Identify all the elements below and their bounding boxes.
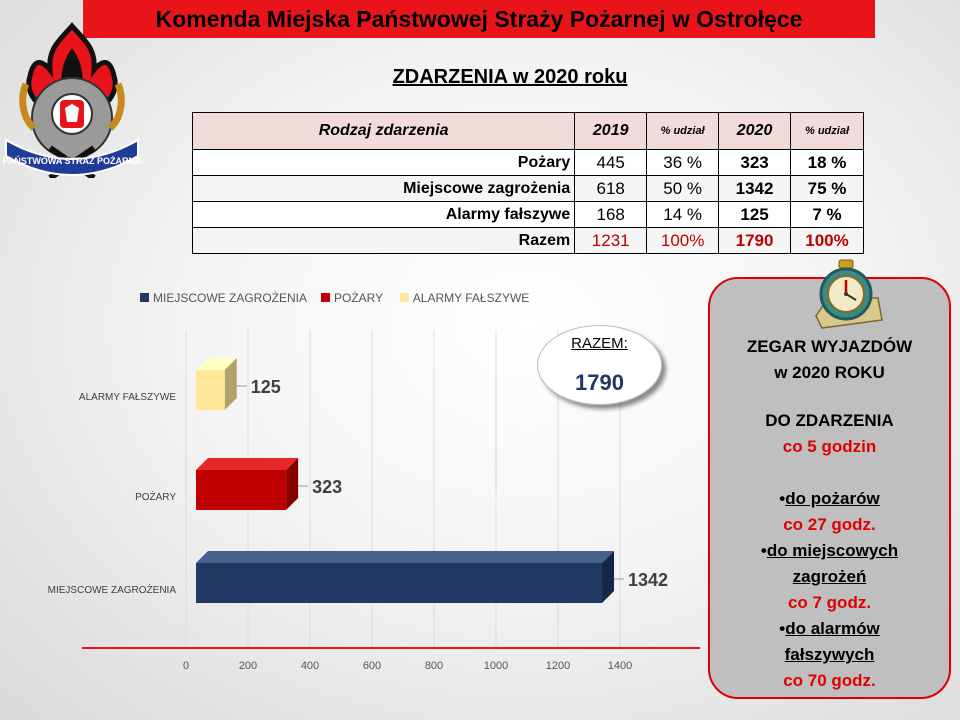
- fire-service-emblem-icon: PAŃSTWOWA STRAŻ POŻARNA: [3, 22, 142, 178]
- panel-line: do alarmów: [785, 619, 880, 638]
- row-share-2019: 50 %: [646, 175, 720, 202]
- events-table: Rodzaj zdarzenia 2019 % udział 2020 % ud…: [191, 112, 864, 254]
- header-share-2020: % udział: [790, 112, 864, 150]
- panel-subtitle: w 2020 ROKU: [774, 363, 885, 382]
- panel-line: do miejscowych: [766, 541, 899, 560]
- row-2020: 125: [718, 201, 792, 228]
- panel-bullet: •do alarmów: [779, 619, 880, 638]
- tick-label: 600: [363, 660, 381, 672]
- legend-swatch: [321, 293, 330, 302]
- bar: [196, 370, 225, 410]
- legend-swatch: [140, 293, 149, 302]
- row-share-2020: 75 %: [790, 175, 864, 202]
- row-share-2019: 100%: [646, 227, 720, 254]
- table-header-row: Rodzaj zdarzenia 2019 % udział 2020 % ud…: [191, 112, 864, 150]
- data-label: 125: [251, 377, 281, 397]
- row-label: Pożary: [191, 149, 576, 176]
- panel-line: co 5 godzin: [782, 437, 877, 456]
- table-row-total: Razem 1231 100% 1790 100%: [191, 227, 864, 254]
- panel-title: ZEGAR WYJAZDÓW: [746, 337, 913, 356]
- row-share-2020: 18 %: [790, 149, 864, 176]
- row-share-2019: 14 %: [646, 201, 720, 228]
- events-bar-chart: MIEJSCOWE ZAGROŻENIA POŻARY ALARMY FAŁSZYW…: [48, 291, 700, 672]
- row-label: Alarmy fałszywe: [191, 201, 576, 228]
- tick-label: 1200: [546, 660, 570, 672]
- row-2019: 1231: [574, 227, 648, 254]
- panel-line: co 27 godz.: [783, 515, 876, 534]
- logo-text: PAŃSTWOWA STRAŻ POŻARNA: [3, 156, 142, 166]
- table-row: Miejscowe zagrożenia 618 50 % 1342 75 %: [191, 175, 864, 202]
- tick-label: 400: [301, 660, 319, 672]
- header-2019: 2019: [574, 112, 648, 150]
- bar-top: [196, 458, 299, 470]
- panel-bullet: •do miejscowych: [760, 541, 899, 560]
- panel-line: zagrożeń: [792, 567, 867, 586]
- legend-label: POŻARY: [334, 291, 383, 305]
- row-2019: 618: [574, 175, 648, 202]
- row-label: Razem: [191, 227, 576, 254]
- table-row: Alarmy fałszywe 168 14 % 125 7 %: [191, 201, 864, 228]
- legend-label: MIEJSCOWE ZAGROŻENIA: [153, 291, 307, 305]
- row-share-2020: 100%: [790, 227, 864, 254]
- bar-side: [224, 358, 237, 410]
- panel-line: do pożarów: [785, 489, 880, 508]
- header-2020: 2020: [718, 112, 792, 150]
- bar-side: [286, 458, 299, 510]
- panel-line: DO ZDARZENIA: [765, 411, 894, 430]
- row-2020: 1790: [718, 227, 792, 254]
- panel-line: co 7 godz.: [787, 593, 872, 612]
- panel-line: fałszywych: [784, 645, 875, 664]
- row-2020: 323: [718, 149, 792, 176]
- category-label: POŻARY: [135, 490, 176, 503]
- row-2019: 168: [574, 201, 648, 228]
- header-share-2019: % udział: [646, 112, 720, 150]
- row-label: Miejscowe zagrożenia: [191, 175, 576, 202]
- stopwatch-icon: [815, 259, 883, 329]
- bar-top: [196, 551, 615, 563]
- bar: [196, 563, 603, 603]
- page-subtitle: ZDARZENIA w 2020 roku: [392, 66, 628, 88]
- tick-label: 200: [239, 660, 257, 672]
- header-title: Komenda Miejska Państwowej Straży Pożarn…: [83, 0, 875, 38]
- total-badge-value: 1790: [575, 370, 624, 395]
- data-label: 323: [312, 477, 342, 497]
- tick-label: 1400: [608, 660, 632, 672]
- tick-label: 800: [425, 660, 443, 672]
- header-type: Rodzaj zdarzenia: [191, 112, 576, 150]
- tick-label: 1000: [484, 660, 508, 672]
- tick-label: 0: [183, 660, 189, 672]
- row-share-2020: 7 %: [790, 201, 864, 228]
- panel-bullet: •do pożarów: [779, 489, 880, 508]
- bar: [196, 470, 287, 510]
- bar-side: [602, 551, 615, 603]
- panel-line: co 70 godz.: [783, 671, 876, 690]
- row-2020: 1342: [718, 175, 792, 202]
- category-label: MIEJSCOWE ZAGROŻENIA: [48, 583, 177, 596]
- total-badge-label: RAZEM:: [571, 335, 628, 352]
- table-row: Pożary 445 36 % 323 18 %: [191, 149, 864, 176]
- legend-swatch: [399, 293, 409, 302]
- bar-top: [196, 358, 237, 370]
- legend-label: ALARMY FAŁSZYWE: [413, 291, 529, 305]
- row-2019: 445: [574, 149, 648, 176]
- row-share-2019: 36 %: [646, 149, 720, 176]
- category-label: ALARMY FAŁSZYWE: [79, 392, 176, 403]
- dispatch-clock-panel: ZEGAR WYJAZDÓW w 2020 ROKU DO ZDARZENIA …: [708, 277, 951, 699]
- total-badge: RAZEM: 1790: [537, 325, 662, 405]
- data-label: 1342: [628, 570, 668, 590]
